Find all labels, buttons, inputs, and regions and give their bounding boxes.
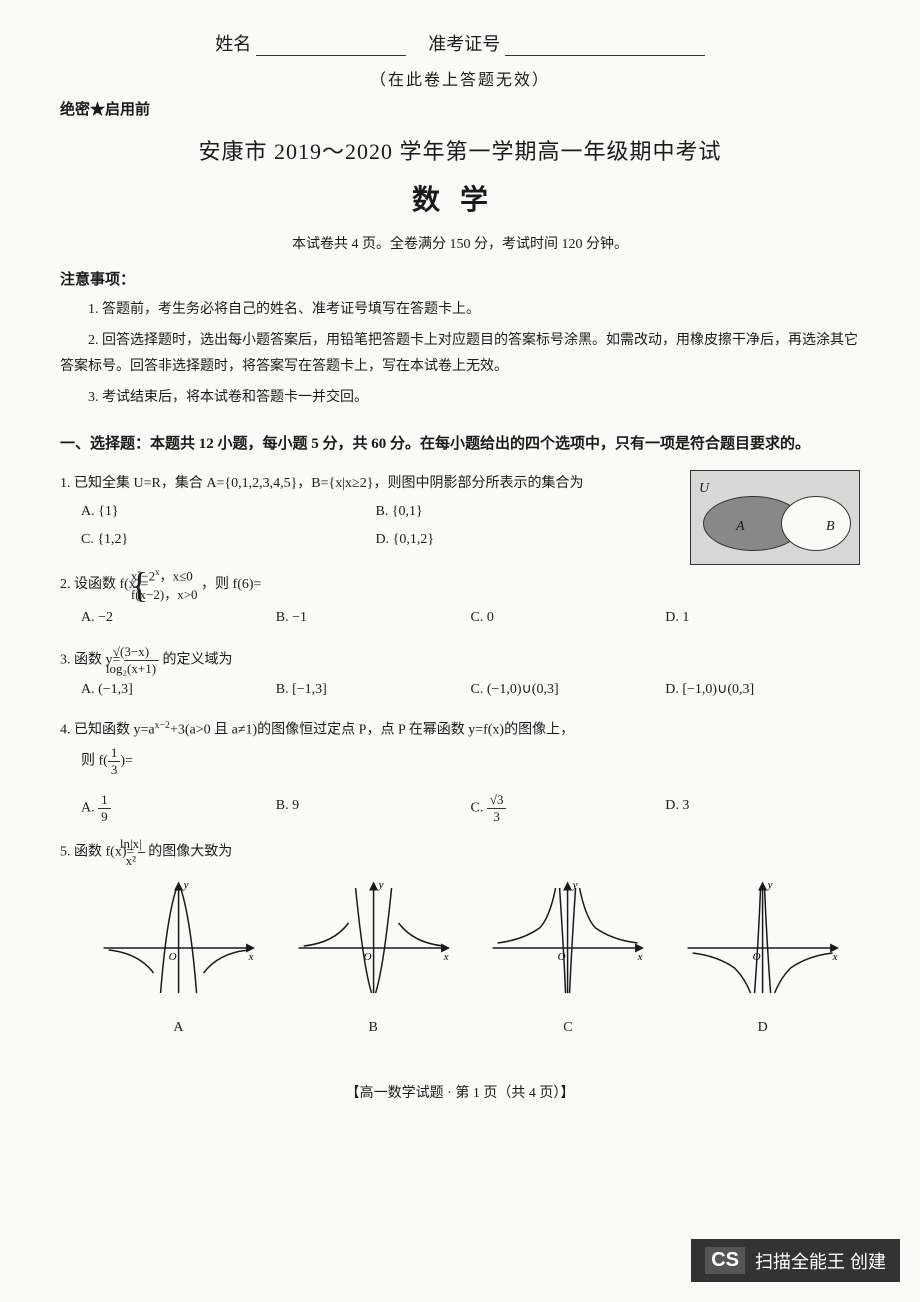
venn-label-b: B [826,513,835,541]
q1-option-c: C. {1,2} [81,526,376,554]
instruction-3: 3. 考试结束后，将本试卷和答题卡一并交回。 [60,385,860,412]
q2-suffix: ，则 f(6)= [201,577,261,592]
q4-options: A. 19 B. 9 C. √33 D. 3 [60,792,860,824]
question-4: 4. 已知函数 y=ax−2+3(a>0 且 a≠1)的图像恒过定点 P，点 P… [60,716,860,824]
secret-label: 绝密★启用前 [60,98,860,119]
instruction-2: 2. 回答选择题时，选出每小题答案后，用铅笔把答题卡上对应题目的答案标号涂黑。如… [60,328,860,381]
svg-text:O: O [168,951,176,963]
svg-text:y: y [572,879,578,891]
instructions-body: 1. 答题前，考生务必将自己的姓名、准考证号填写在答题卡上。 2. 回答选择题时… [60,297,860,411]
q3-text: 3. 函数 y= √(3−x) log₂(x+1) 的定义域为 [60,644,860,676]
header-name-line: 姓名 准考证号 [60,30,860,56]
q4-option-c: C. √33 [471,792,666,824]
q2-option-c: C. 0 [471,604,666,632]
q3-den: log₂(x+1) [124,661,159,677]
svg-text:x: x [442,951,448,963]
q5-text: 5. 函数 f(x)= ln|x| x² 的图像大致为 [60,836,860,868]
q5-label-d: D [673,1014,852,1042]
q2-case1: x²−2x，x≤0 [152,566,198,586]
q3-option-d: D. [−1,0)∪(0,3] [665,676,860,704]
scanner-watermark: CS 扫描全能王 创建 [691,1239,900,1282]
q2-piecewise: { x²−2x，x≤0 f(x−2)，x>0 [152,566,198,604]
answer-notice: （在此卷上答题无效） [60,66,860,90]
question-1: U A B 1. 已知全集 U=R，集合 A={0,1,2,3,4,5}，B={… [60,470,860,554]
svg-text:y: y [182,879,188,891]
watermark-text: 扫描全能王 创建 [755,1248,886,1274]
svg-text:x: x [247,951,253,963]
q4-line1: 4. 已知函数 y=ax−2+3(a>0 且 a≠1)的图像恒过定点 P，点 P… [60,716,860,745]
venn-label-u: U [699,475,709,503]
subject-title: 数学 [60,178,860,218]
question-2: 2. 设函数 f(x)= { x²−2x，x≤0 f(x−2)，x>0 ，则 f… [60,566,860,632]
q1-text: 1. 已知全集 U=R，集合 A={0,1,2,3,4,5}，B={x|x≥2}… [60,470,670,498]
q2-case2: f(x−2)，x>0 [152,586,198,604]
q3-option-c: C. (−1,0)∪(0,3] [471,676,666,704]
venn-diagram: U A B [690,470,860,565]
q2-option-b: B. −1 [276,604,471,632]
instructions-label: 注意事项： [60,268,860,289]
q2-option-d: D. 1 [665,604,860,632]
exam-info: 本试卷共 4 页。全卷满分 150 分，考试时间 120 分钟。 [60,233,860,253]
q3-fraction: √(3−x) log₂(x+1) [124,644,159,676]
q3-option-a: A. (−1,3] [81,676,276,704]
q1-option-d: D. {0,1,2} [376,526,671,554]
q4-line2: 则 f(13)= [60,745,860,777]
q2-text: 2. 设函数 f(x)= { x²−2x，x≤0 f(x−2)，x>0 ，则 f… [60,566,860,604]
q5-label-b: B [284,1014,463,1042]
venn-label-a: A [736,513,745,541]
svg-text:y: y [377,879,383,891]
page-footer: 【高一数学试题 · 第 1 页（共 4 页）】 [60,1082,860,1102]
question-3: 3. 函数 y= √(3−x) log₂(x+1) 的定义域为 A. (−1,3… [60,644,860,704]
exam-id-label: 准考证号 [428,34,500,54]
q5-suffix: 的图像大致为 [148,845,232,860]
name-blank [256,38,406,56]
q5-label-c: C [478,1014,657,1042]
q1-option-b: B. {0,1} [376,498,671,526]
q4-option-d: D. 3 [665,792,860,824]
q5-graph-a: y x O A [89,878,268,1042]
q3-num: √(3−x) [124,644,159,661]
cs-badge: CS [705,1247,745,1274]
q5-label-a: A [89,1014,268,1042]
exam-id-blank [505,38,705,56]
section-1-title: 一、选择题：本题共 12 小题，每小题 5 分，共 60 分。在每小题给出的四个… [60,431,860,458]
instruction-1: 1. 答题前，考生务必将自己的姓名、准考证号填写在答题卡上。 [60,297,860,324]
q3-suffix: 的定义域为 [163,652,233,667]
q4-option-b: B. 9 [276,792,471,824]
venn-set-b [781,496,851,551]
svg-text:y: y [767,879,773,891]
q3-options: A. (−1,3] B. [−1,3] C. (−1,0)∪(0,3] D. [… [60,676,860,704]
q1-options: A. {1} B. {0,1} C. {1,2} D. {0,1,2} [60,498,670,554]
main-title: 安康市 2019～2020 学年第一学期高一年级期中考试 [60,134,860,166]
q5-fraction: ln|x| x² [138,836,145,868]
svg-text:x: x [637,951,643,963]
question-5: 5. 函数 f(x)= ln|x| x² 的图像大致为 y x O A y [60,836,860,1042]
q2-option-a: A. −2 [81,604,276,632]
q2-options: A. −2 B. −1 C. 0 D. 1 [60,604,860,632]
q3-option-b: B. [−1,3] [276,676,471,704]
q4-option-a: A. 19 [81,792,276,824]
name-label: 姓名 [215,34,251,54]
q4-fraction: 13 [108,745,121,777]
q5-graph-b: y x O B [284,878,463,1042]
q5-graph-d: y x O D [673,878,852,1042]
q5-graph-c: y x O C [478,878,657,1042]
q1-option-a: A. {1} [81,498,376,526]
q5-graphs: y x O A y x O B y x O [60,878,860,1042]
